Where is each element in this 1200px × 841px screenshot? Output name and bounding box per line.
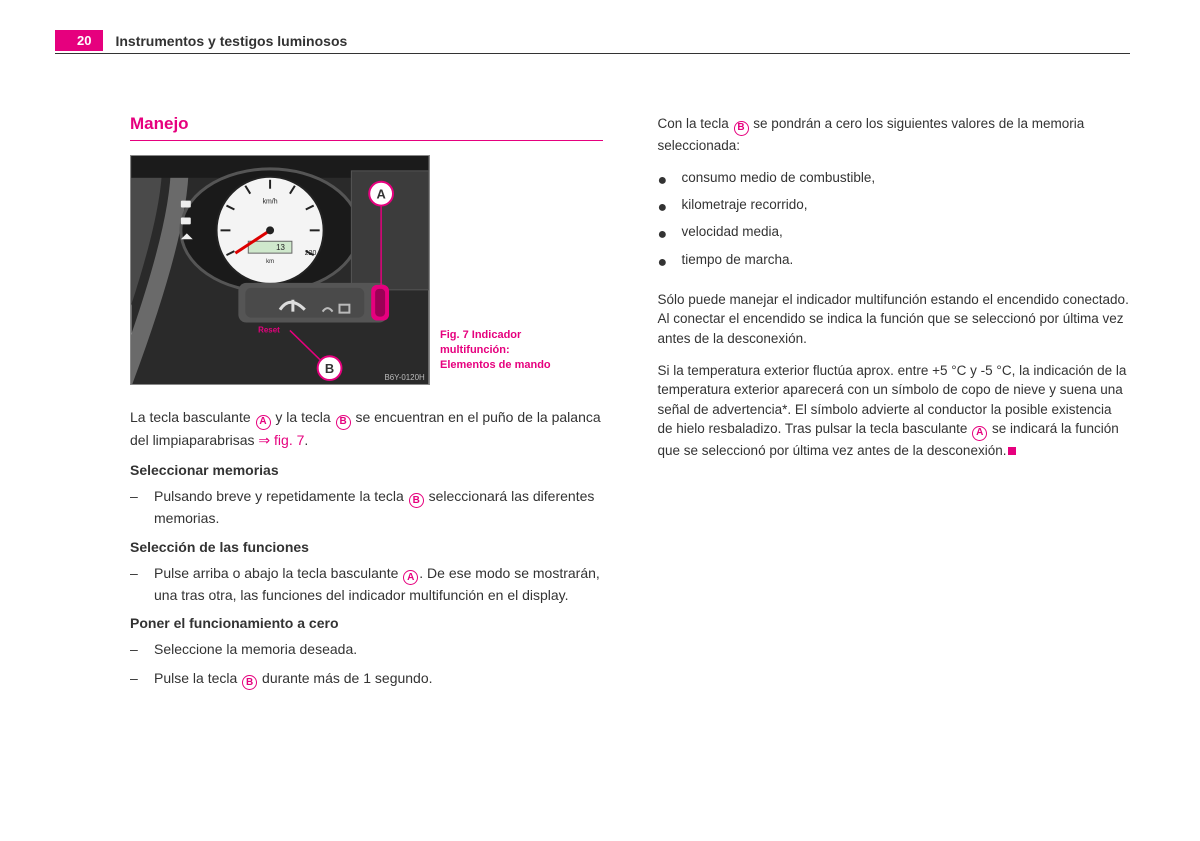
callout-b-inline: B <box>409 493 424 508</box>
text: y la tecla <box>272 409 335 425</box>
right-p3: Si la temperatura exterior fluctúa aprox… <box>658 361 1131 461</box>
header-title: Instrumentos y testigos luminosos <box>115 33 347 49</box>
text: Seleccione la memoria deseada. <box>154 639 357 659</box>
subhead-reset: Poner el funcionamiento a cero <box>130 615 603 631</box>
svg-text:Reset: Reset <box>258 325 280 334</box>
text: velocidad media, <box>682 221 783 248</box>
right-p2: Sólo puede manejar el indicador multifun… <box>658 290 1131 349</box>
svg-text:B6Y-0120H: B6Y-0120H <box>384 373 425 382</box>
dash-icon: – <box>130 639 154 659</box>
list-select-functions: – Pulse arriba o abajo la tecla basculan… <box>130 563 603 606</box>
svg-text:B: B <box>325 361 334 376</box>
subhead-select-memories: Seleccionar memorias <box>130 462 603 478</box>
list-item: – Pulse la tecla B durante más de 1 segu… <box>130 668 603 691</box>
text: Pulsando breve y repetidamente la tecla <box>154 488 408 504</box>
callout-b-inline: B <box>336 415 351 430</box>
list-item: – Pulsando breve y repetidamente la tecl… <box>130 486 603 529</box>
text: Pulsando breve y repetidamente la tecla … <box>154 486 603 529</box>
content-columns: Manejo <box>130 114 1130 700</box>
list-item: ●tiempo de marcha. <box>658 249 1131 276</box>
page: 20 Instrumentos y testigos luminosos Man… <box>0 0 1200 730</box>
section-title: Manejo <box>130 114 603 141</box>
text: Pulse la tecla B durante más de 1 segund… <box>154 668 433 691</box>
list-item: ●kilometraje recorrido, <box>658 194 1131 221</box>
text: tiempo de marcha. <box>682 249 794 276</box>
text: durante más de 1 segundo. <box>258 670 432 686</box>
list-select-memories: – Pulsando breve y repetidamente la tecl… <box>130 486 603 529</box>
list-item: – Pulse arriba o abajo la tecla basculan… <box>130 563 603 606</box>
fig-ref-link: fig. 7 <box>274 432 304 448</box>
figure-illustration: km/h 13 km 220 <box>130 155 430 385</box>
svg-text:km/h: km/h <box>263 199 278 206</box>
text: Pulse arriba o abajo la tecla basculante… <box>154 563 603 606</box>
text: Pulse la tecla <box>154 670 241 686</box>
dash-icon: – <box>130 486 154 529</box>
right-column: Con la tecla B se pondrán a cero los sig… <box>658 114 1131 700</box>
list-item: ●consumo medio de combustible, <box>658 167 1131 194</box>
figure-caption: Fig. 7 Indicador multifunción: Elementos… <box>440 328 560 373</box>
text: kilometraje recorrido, <box>682 194 808 221</box>
page-number-badge: 20 <box>55 30 103 51</box>
figure-7: km/h 13 km 220 <box>130 155 603 385</box>
svg-text:km: km <box>266 259 274 265</box>
bullet-icon: ● <box>658 249 682 276</box>
list-item: ●velocidad media, <box>658 221 1131 248</box>
list-item: – Seleccione la memoria deseada. <box>130 639 603 659</box>
left-column: Manejo <box>130 114 603 700</box>
svg-text:A: A <box>376 187 385 202</box>
svg-text:220: 220 <box>305 250 317 257</box>
callout-b-inline: B <box>242 675 257 690</box>
text: consumo medio de combustible, <box>682 167 876 194</box>
text: Pulse arriba o abajo la tecla basculante <box>154 565 402 581</box>
text: La tecla basculante <box>130 409 255 425</box>
dash-icon: – <box>130 668 154 691</box>
text: Con la tecla <box>658 116 733 131</box>
callout-b-inline: B <box>734 121 749 136</box>
arrow-icon: ⇒ <box>258 432 270 448</box>
end-square-icon <box>1008 447 1016 455</box>
svg-text:13: 13 <box>276 243 285 252</box>
page-header: 20 Instrumentos y testigos luminosos <box>55 30 1130 54</box>
subhead-select-functions: Selección de las funciones <box>130 539 603 555</box>
callout-a-inline: A <box>972 426 987 441</box>
callout-a-inline: A <box>256 415 271 430</box>
list-reset: – Seleccione la memoria deseada. – Pulse… <box>130 639 603 690</box>
intro-paragraph: La tecla basculante A y la tecla B se en… <box>130 407 603 450</box>
right-p1: Con la tecla B se pondrán a cero los sig… <box>658 114 1131 155</box>
bullet-icon: ● <box>658 194 682 221</box>
bullet-icon: ● <box>658 221 682 248</box>
bullet-list: ●consumo medio de combustible, ●kilometr… <box>658 167 1131 276</box>
callout-a-inline: A <box>403 570 418 585</box>
dash-icon: – <box>130 563 154 606</box>
bullet-icon: ● <box>658 167 682 194</box>
